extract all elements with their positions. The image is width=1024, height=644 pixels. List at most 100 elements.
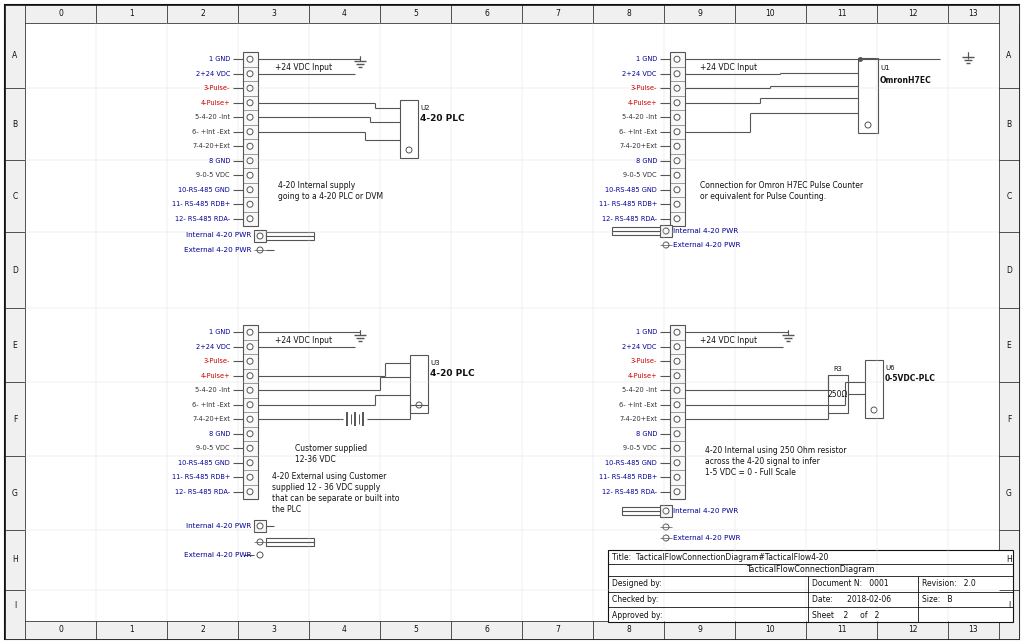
Text: 2+24 VDC: 2+24 VDC bbox=[623, 71, 657, 77]
Bar bbox=[410, 355, 428, 413]
Bar bbox=[858, 58, 878, 133]
Bar bbox=[660, 505, 672, 517]
Text: G: G bbox=[1006, 489, 1012, 498]
Text: 4-Pulse+: 4-Pulse+ bbox=[628, 100, 657, 106]
Text: supplied 12 - 36 VDC supply: supplied 12 - 36 VDC supply bbox=[272, 482, 380, 491]
Circle shape bbox=[865, 122, 871, 128]
Text: 12- RS-485 RDA-: 12- RS-485 RDA- bbox=[602, 489, 657, 495]
Circle shape bbox=[674, 114, 680, 120]
Text: going to a 4-20 PLC or DVM: going to a 4-20 PLC or DVM bbox=[278, 191, 383, 200]
Text: that can be separate or built into: that can be separate or built into bbox=[272, 493, 399, 502]
Text: Connection for Omron H7EC Pulse Counter: Connection for Omron H7EC Pulse Counter bbox=[700, 180, 863, 189]
Circle shape bbox=[406, 147, 412, 153]
Circle shape bbox=[247, 85, 253, 91]
Text: 6: 6 bbox=[484, 8, 488, 17]
Text: 8 GND: 8 GND bbox=[636, 431, 657, 437]
Text: 8 GND: 8 GND bbox=[209, 158, 230, 164]
Text: 4-Pulse+: 4-Pulse+ bbox=[201, 373, 230, 379]
Text: 12- RS-485 RDA-: 12- RS-485 RDA- bbox=[175, 489, 230, 495]
Circle shape bbox=[674, 71, 680, 77]
Text: 6- +Int -Ext: 6- +Int -Ext bbox=[618, 402, 657, 408]
Bar bbox=[5, 5, 1019, 23]
Text: 10-RS-485 GND: 10-RS-485 GND bbox=[178, 460, 230, 466]
Circle shape bbox=[257, 539, 263, 545]
Text: External 4-20 PWR: External 4-20 PWR bbox=[183, 247, 251, 253]
Text: 10-RS-485 GND: 10-RS-485 GND bbox=[178, 187, 230, 193]
Text: 3-Pulse-: 3-Pulse- bbox=[631, 358, 657, 365]
Circle shape bbox=[674, 56, 680, 62]
Circle shape bbox=[871, 407, 877, 413]
Text: A: A bbox=[12, 51, 17, 60]
Text: 4: 4 bbox=[342, 625, 347, 634]
Circle shape bbox=[663, 508, 669, 514]
Circle shape bbox=[674, 344, 680, 350]
Text: Revision:   2.0: Revision: 2.0 bbox=[922, 580, 976, 589]
Circle shape bbox=[257, 523, 263, 529]
Text: 12- RS-485 RDA-: 12- RS-485 RDA- bbox=[602, 216, 657, 222]
Text: 6- +Int -Ext: 6- +Int -Ext bbox=[191, 129, 230, 135]
Circle shape bbox=[247, 416, 253, 422]
Text: Title:  TacticalFlowConnectionDiagram#TacticalFlow4-20: Title: TacticalFlowConnectionDiagram#Tac… bbox=[612, 553, 828, 562]
Text: +24 VDC Input: +24 VDC Input bbox=[700, 62, 757, 71]
Text: 8 GND: 8 GND bbox=[209, 431, 230, 437]
Text: 12-36 VDC: 12-36 VDC bbox=[295, 455, 336, 464]
Text: 8: 8 bbox=[626, 8, 631, 17]
Circle shape bbox=[674, 373, 680, 379]
Text: across the 4-20 signal to infer: across the 4-20 signal to infer bbox=[705, 457, 820, 466]
Circle shape bbox=[257, 247, 263, 253]
Text: H: H bbox=[1007, 556, 1012, 565]
Text: 11- RS-485 RDB+: 11- RS-485 RDB+ bbox=[172, 474, 230, 480]
Text: External 4-20 PWR: External 4-20 PWR bbox=[673, 535, 740, 541]
Circle shape bbox=[247, 373, 253, 379]
Bar bbox=[608, 550, 1013, 622]
Circle shape bbox=[674, 100, 680, 106]
Text: 9-0-5 VDC: 9-0-5 VDC bbox=[197, 172, 230, 178]
Text: E: E bbox=[1007, 341, 1012, 350]
Bar bbox=[254, 230, 266, 242]
Bar bbox=[266, 538, 314, 546]
Bar bbox=[266, 232, 314, 240]
Text: C: C bbox=[12, 191, 17, 200]
Circle shape bbox=[247, 358, 253, 365]
Circle shape bbox=[674, 329, 680, 336]
Text: 9-0-5 VDC: 9-0-5 VDC bbox=[197, 445, 230, 451]
Text: 0-5VDC-PLC: 0-5VDC-PLC bbox=[885, 374, 936, 383]
Text: Size:   B: Size: B bbox=[922, 596, 952, 605]
Bar bbox=[865, 360, 883, 418]
Text: 9: 9 bbox=[697, 625, 701, 634]
Text: 1: 1 bbox=[129, 625, 134, 634]
Circle shape bbox=[674, 431, 680, 437]
Text: Customer supplied: Customer supplied bbox=[295, 444, 368, 453]
Text: 3-Pulse-: 3-Pulse- bbox=[204, 358, 230, 365]
Text: External 4-20 PWR: External 4-20 PWR bbox=[183, 552, 251, 558]
Text: or equivalent for Pulse Counting.: or equivalent for Pulse Counting. bbox=[700, 191, 826, 200]
Circle shape bbox=[247, 402, 253, 408]
Text: 1: 1 bbox=[129, 8, 134, 17]
Circle shape bbox=[674, 129, 680, 135]
Circle shape bbox=[247, 489, 253, 495]
Text: +24 VDC Input: +24 VDC Input bbox=[275, 336, 332, 345]
Text: 9: 9 bbox=[697, 8, 701, 17]
Text: 4-20 Internal supply: 4-20 Internal supply bbox=[278, 180, 355, 189]
Circle shape bbox=[674, 187, 680, 193]
Text: 4: 4 bbox=[342, 8, 347, 17]
Text: Internal 4-20 PWR: Internal 4-20 PWR bbox=[673, 508, 738, 514]
Text: 5: 5 bbox=[413, 625, 418, 634]
Text: U2: U2 bbox=[420, 105, 429, 111]
Text: 3: 3 bbox=[271, 625, 275, 634]
Text: 5-4-20 -Int: 5-4-20 -Int bbox=[622, 114, 657, 120]
Circle shape bbox=[674, 445, 680, 451]
Text: Sheet    2     of   2: Sheet 2 of 2 bbox=[812, 611, 880, 620]
Circle shape bbox=[247, 344, 253, 350]
Text: R3: R3 bbox=[834, 366, 843, 372]
Circle shape bbox=[674, 85, 680, 91]
Text: Date:      2018-02-06: Date: 2018-02-06 bbox=[812, 596, 891, 605]
Text: 2+24 VDC: 2+24 VDC bbox=[196, 344, 230, 350]
Circle shape bbox=[674, 158, 680, 164]
Text: Internal 4-20 PWR: Internal 4-20 PWR bbox=[185, 232, 251, 238]
Circle shape bbox=[674, 172, 680, 178]
Text: 12: 12 bbox=[907, 625, 918, 634]
Circle shape bbox=[247, 431, 253, 437]
Circle shape bbox=[247, 56, 253, 62]
Circle shape bbox=[247, 387, 253, 393]
